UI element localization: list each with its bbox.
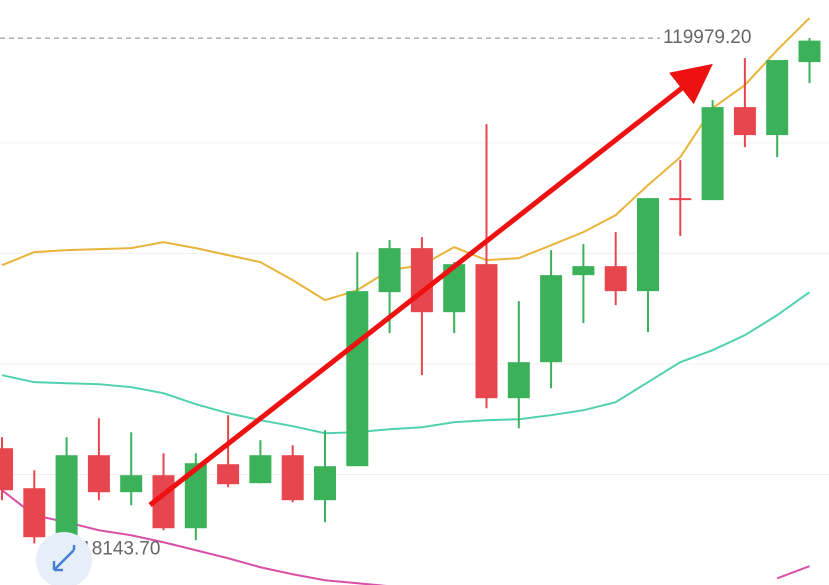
price-labels: 119979.20 118143.70 bbox=[0, 27, 751, 559]
candle-body bbox=[507, 362, 530, 399]
candle-body bbox=[281, 455, 304, 501]
candles bbox=[0, 38, 821, 546]
candle-body bbox=[733, 107, 756, 136]
indicator-line bbox=[1, 17, 811, 302]
candle-body bbox=[120, 475, 143, 493]
candle-body bbox=[0, 448, 13, 491]
candle-body bbox=[346, 291, 369, 467]
indicator-line bbox=[776, 565, 810, 580]
candle-body bbox=[55, 455, 78, 538]
candle-body bbox=[766, 60, 789, 136]
low-price-label: 118143.70 bbox=[72, 538, 160, 559]
indicator-line bbox=[1, 291, 811, 435]
collapse-button[interactable] bbox=[36, 532, 92, 585]
candle-body bbox=[669, 198, 692, 201]
button-icon[interactable] bbox=[52, 545, 76, 572]
candle-body bbox=[23, 488, 46, 538]
candle-body bbox=[217, 464, 240, 485]
candle-body bbox=[410, 248, 433, 313]
candle-body bbox=[572, 266, 595, 276]
candle-body bbox=[701, 107, 724, 201]
candle-body bbox=[184, 463, 207, 529]
candle-body bbox=[443, 264, 466, 313]
candle-body bbox=[604, 266, 627, 292]
candle-body bbox=[378, 248, 401, 293]
candle-body bbox=[87, 455, 110, 493]
trend-arrow bbox=[148, 63, 713, 507]
candle-body bbox=[249, 455, 272, 484]
candle-body bbox=[540, 275, 563, 363]
high-price-label: 119979.20 bbox=[663, 27, 751, 48]
candle-body bbox=[637, 198, 659, 292]
candle-body bbox=[798, 40, 821, 63]
candle-body bbox=[475, 264, 498, 399]
candle-body bbox=[314, 466, 336, 501]
